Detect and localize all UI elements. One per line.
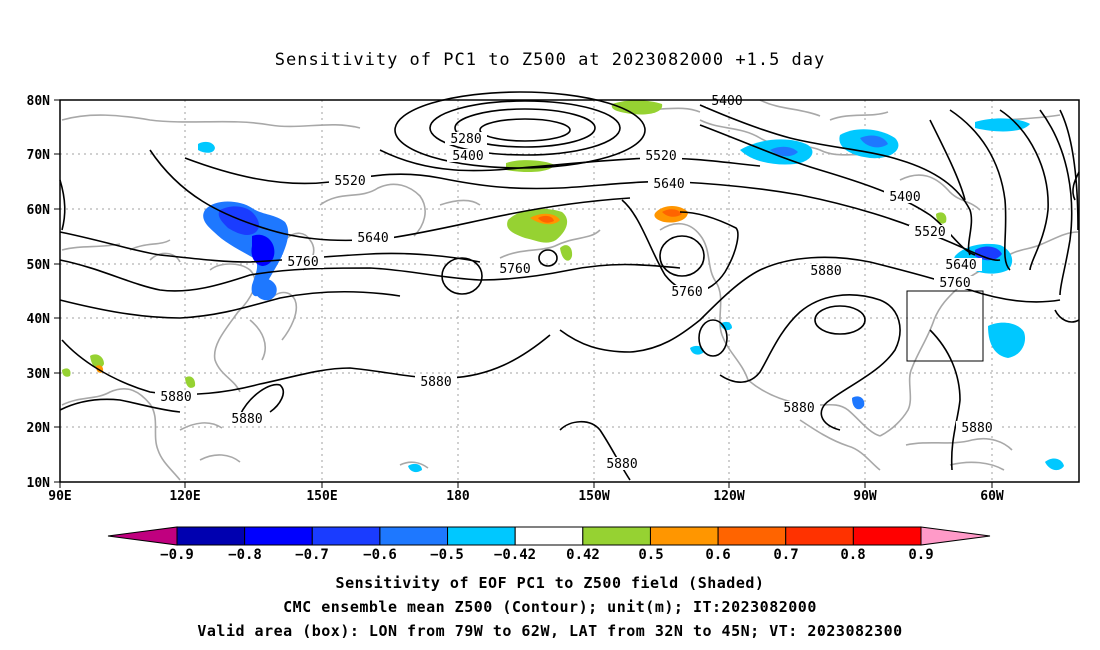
colorbar-label: −0.6 [363,547,397,563]
contour-label: 5760 [499,262,530,277]
contour-label: 5400 [452,149,483,164]
longitude-labels: 90E 120E 150E 180 150W 120W 90W 60W [48,489,1004,504]
colorbar-label: −0.42 [494,547,536,563]
lat-label: 40N [27,312,51,327]
contour-label: 5640 [653,177,684,192]
lon-label: 90W [853,489,877,504]
contour-label: 5520 [334,174,365,189]
colorbar-labels: −0.9 −0.8 −0.7 −0.6 −0.5 −0.42 0.42 0.5 … [160,547,934,563]
lat-label: 30N [27,367,51,382]
colorbar: −0.9 −0.8 −0.7 −0.6 −0.5 −0.42 0.42 0.5 … [107,526,991,563]
contour-label: 5760 [671,285,702,300]
contour-label: 5880 [420,375,451,390]
colorbar-label: −0.9 [160,547,194,563]
lon-label: 120W [713,489,744,504]
colorbar-box [717,526,787,546]
lon-label: 150W [578,489,609,504]
colorbar-left-triangle [107,526,178,546]
lon-label: 180 [446,489,470,504]
map-border [59,99,1080,483]
colorbar-label: 0.6 [705,547,730,563]
caption-line-1: Sensitivity of EOF PC1 to Z500 field (Sh… [335,574,765,592]
contour-label: 5880 [783,401,814,416]
colorbar-box [649,526,719,546]
contour-label: 5400 [889,190,920,205]
contour-label: 5640 [945,258,976,273]
figure-title: Sensitivity of PC1 to Z500 at 2023082000… [274,50,826,70]
contour-label: 5880 [810,264,841,279]
colorbar-box [447,526,516,546]
axis-ticks [54,99,993,488]
colorbar-box [582,526,651,546]
contour-label: 5760 [939,276,970,291]
contour-label: 5880 [160,390,191,405]
lon-label: 120E [169,489,200,504]
contour-label: 5880 [231,412,262,427]
lon-label: 150E [306,489,337,504]
contour-label: 5520 [645,149,676,164]
caption-line-2: CMC ensemble mean Z500 (Contour); unit(m… [283,598,817,616]
map-panel: 5400 5280 5400 5520 5520 5640 5640 5760 … [27,91,1080,504]
colorbar-label: −0.7 [295,547,329,563]
caption-line-3: Valid area (box): LON from 79W to 62W, L… [197,622,903,640]
colorbar-box [176,526,246,546]
colorbar-box [514,526,584,546]
lat-label: 20N [27,421,51,436]
lat-label: 10N [27,476,51,491]
colorbar-right-triangle [920,526,991,546]
contour-label: 5400 [711,94,742,109]
colorbar-box [379,526,449,546]
colorbar-label: −0.8 [228,547,262,563]
contour-label: 5880 [606,457,637,472]
lat-label: 70N [27,148,51,163]
colorbar-label: 0.42 [566,547,600,563]
lat-label: 80N [27,94,51,109]
lat-label: 50N [27,258,51,273]
contour-label: 5640 [357,231,388,246]
latitude-labels: 80N 70N 60N 50N 40N 30N 20N 10N [27,94,51,491]
colorbar-label: 0.8 [840,547,865,563]
lon-label: 60W [980,489,1004,504]
colorbar-label: −0.5 [430,547,464,563]
colorbar-box [311,526,381,546]
contour-label: 5760 [287,255,318,270]
contour-label: 5280 [450,132,481,147]
colorbar-box [244,526,313,546]
contour-labels: 5400 5280 5400 5520 5520 5640 5640 5760 … [155,94,998,472]
contour-label: 5880 [961,421,992,436]
colorbar-box [785,526,854,546]
lon-label: 90E [48,489,71,504]
colorbar-label: 0.5 [638,547,663,563]
sensitivity-shading [62,100,1064,473]
lat-label: 60N [27,203,51,218]
valid-area-box [906,290,984,362]
colorbar-label: 0.7 [773,547,798,563]
coastlines [61,99,1079,481]
colorbar-box [852,526,922,546]
contour-label: 5520 [914,225,945,240]
colorbar-boxes [176,526,922,546]
colorbar-label: 0.9 [908,547,933,563]
